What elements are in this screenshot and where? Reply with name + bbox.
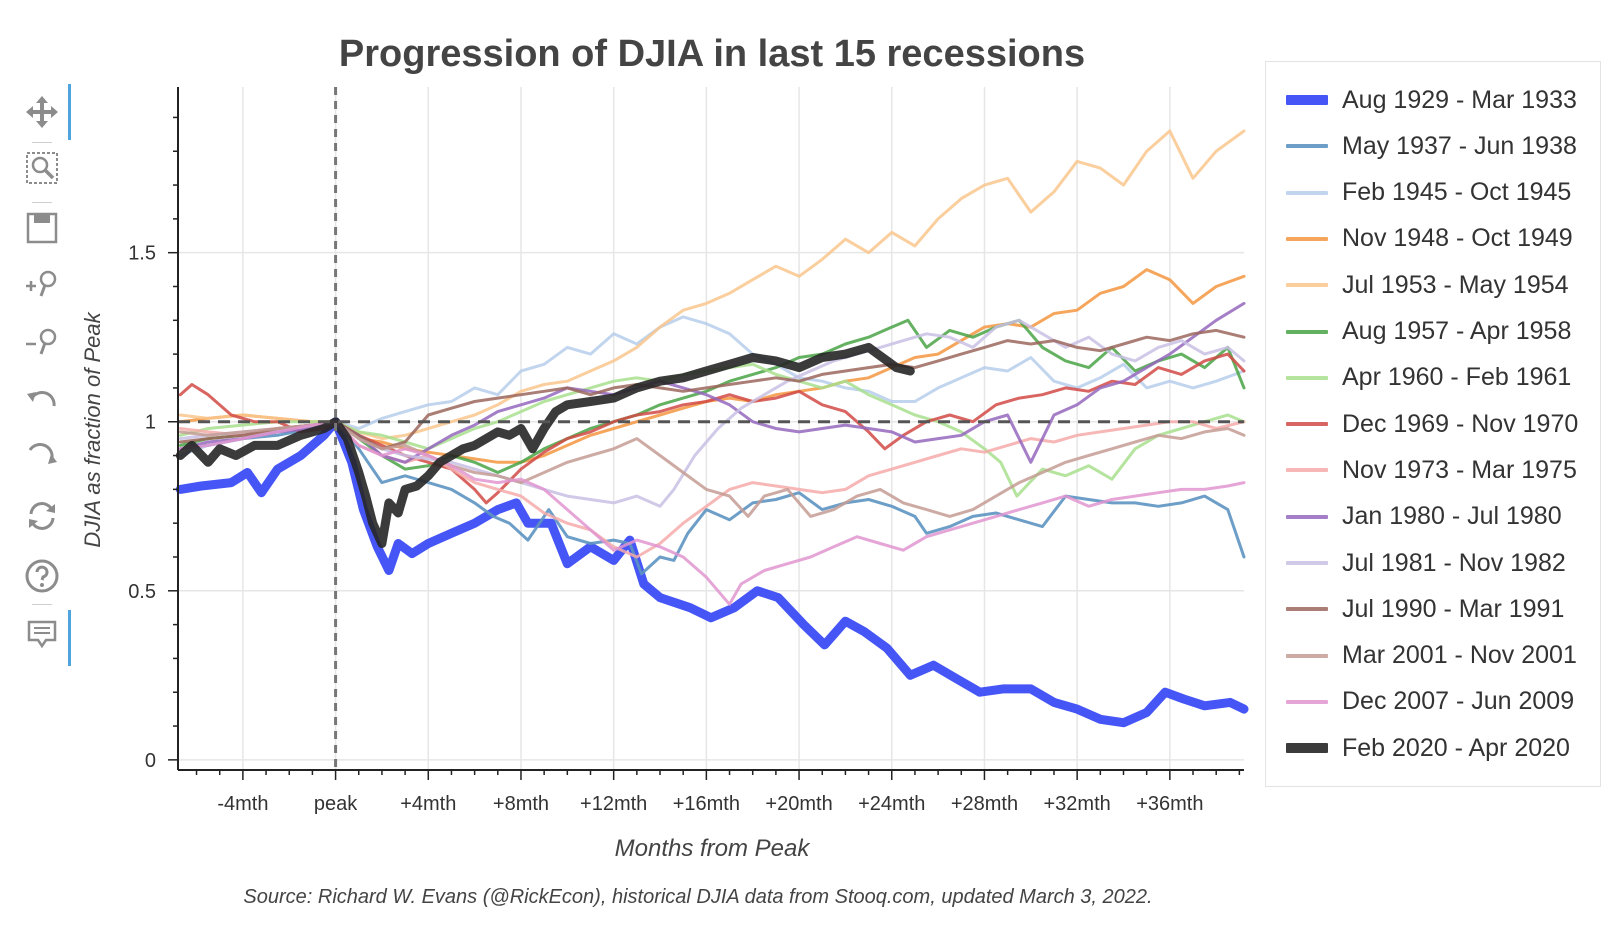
zoom-out-icon[interactable] — [20, 320, 64, 364]
legend-item-0[interactable]: Aug 1929 - Mar 1933 — [1286, 80, 1577, 120]
x-axis-label: Months from Peak — [615, 835, 812, 862]
pan-active-indicator — [68, 84, 71, 140]
toolbar-separator — [32, 142, 52, 143]
source-note: Source: Richard W. Evans (@RickEcon), hi… — [243, 886, 1152, 908]
legend-label: Jul 1990 - Mar 1991 — [1342, 594, 1565, 623]
legend-label: Jan 1980 - Jul 1980 — [1342, 502, 1562, 531]
legend-swatch — [1286, 283, 1328, 288]
legend-swatch — [1286, 468, 1328, 473]
legend-swatch — [1286, 95, 1328, 105]
legend-swatch — [1286, 375, 1328, 380]
reset-icon[interactable] — [20, 494, 64, 538]
legend-item-8[interactable]: Nov 1973 - Mar 1975 — [1286, 450, 1577, 490]
x-tick-label: +16mth — [673, 793, 740, 815]
legend-swatch — [1286, 514, 1328, 519]
legend-label: Aug 1957 - Apr 1958 — [1342, 317, 1572, 345]
y-tick-label: 1.5 — [128, 243, 156, 265]
legend-item-13[interactable]: Dec 2007 - Jun 2009 — [1286, 682, 1574, 722]
legend-label: Apr 1960 - Feb 1961 — [1342, 363, 1572, 392]
legend-label: Nov 1948 - Oct 1949 — [1342, 224, 1573, 253]
series-line-6[interactable] — [178, 362, 1246, 498]
series-line-14[interactable] — [175, 342, 915, 548]
reference-lines — [178, 87, 1244, 770]
legend-item-5[interactable]: Aug 1957 - Apr 1958 — [1286, 312, 1571, 352]
legend-item-10[interactable]: Jul 1981 - Nov 1982 — [1286, 543, 1566, 583]
legend-label: Mar 2001 - Nov 2001 — [1342, 641, 1577, 670]
y-tick-label: 0.5 — [128, 581, 156, 603]
legend-label: Jul 1953 - May 1954 — [1342, 270, 1569, 299]
toolbar — [20, 84, 72, 674]
legend-label: Feb 2020 - Apr 2020 — [1342, 733, 1570, 762]
legend-swatch — [1286, 743, 1328, 754]
x-tick-label: +8mth — [493, 793, 549, 815]
series-layer — [175, 129, 1249, 728]
legend-swatch — [1286, 422, 1328, 427]
legend-label: Nov 1973 - Mar 1975 — [1342, 455, 1577, 484]
x-tick-label: +32mth — [1044, 793, 1111, 815]
series-line-9[interactable] — [178, 301, 1246, 464]
undo-icon[interactable] — [20, 378, 64, 422]
x-tick-label: peak — [314, 793, 358, 815]
legend-swatch — [1286, 561, 1328, 565]
legend-label: Aug 1929 - Mar 1933 — [1342, 85, 1577, 114]
plot-area[interactable]: -4mth peak +4mth +8mth +12mth +16mth +20mth +24… — [128, 87, 1249, 815]
y-tick-label: 0 — [145, 750, 156, 772]
legend-item-4[interactable]: Jul 1953 - May 1954 — [1286, 265, 1569, 305]
legend-item-2[interactable]: Feb 1945 - Oct 1945 — [1286, 173, 1571, 213]
legend-item-14[interactable]: Feb 2020 - Apr 2020 — [1286, 728, 1570, 768]
legend-label: Feb 1945 - Oct 1945 — [1342, 178, 1572, 207]
box-zoom-icon[interactable] — [20, 146, 64, 190]
legend-swatch — [1286, 607, 1328, 612]
legend-swatch — [1286, 236, 1328, 241]
x-tick-label: +20mth — [765, 793, 832, 815]
zoom-in-icon[interactable] — [20, 262, 64, 306]
legend-swatch — [1286, 190, 1328, 195]
redo-icon[interactable] — [20, 434, 64, 478]
legend-item-12[interactable]: Mar 2001 - Nov 2001 — [1286, 636, 1577, 676]
legend-label: Dec 2007 - Jun 2009 — [1342, 687, 1575, 716]
x-tick-label: +12mth — [580, 793, 647, 815]
y-tick-label: 1 — [145, 412, 156, 434]
x-tick-label: +28mth — [951, 793, 1018, 815]
x-tick-label: -4mth — [217, 793, 268, 815]
series-line-2[interactable] — [178, 315, 1246, 457]
y-axis-label: DJIA as fraction of Peak — [80, 311, 105, 547]
series-line-13[interactable] — [178, 420, 1246, 606]
legend-swatch — [1286, 699, 1328, 704]
legend: Aug 1929 - Mar 1933 May 1937 - Jun 1938 Fe… — [1265, 61, 1601, 787]
axes: -4mth peak +4mth +8mth +12mth +16mth +20mth +24… — [128, 87, 1244, 815]
series-line-12[interactable] — [178, 420, 1246, 518]
help-icon[interactable] — [20, 554, 64, 598]
hover-tooltip-icon[interactable] — [20, 612, 64, 656]
hover-active-indicator — [68, 610, 71, 666]
legend-item-9[interactable]: Jan 1980 - Jul 1980 — [1286, 497, 1562, 537]
pan-icon[interactable] — [20, 90, 64, 134]
x-tick-label: +4mth — [400, 793, 456, 815]
legend-item-11[interactable]: Jul 1990 - Mar 1991 — [1286, 589, 1564, 629]
legend-label: Dec 1969 - Nov 1970 — [1342, 409, 1579, 438]
save-icon[interactable] — [20, 206, 64, 250]
legend-item-3[interactable]: Nov 1948 - Oct 1949 — [1286, 219, 1573, 259]
legend-item-7[interactable]: Dec 1969 - Nov 1970 — [1286, 404, 1578, 444]
series-line-5[interactable] — [178, 318, 1246, 474]
legend-swatch — [1286, 144, 1328, 149]
legend-swatch — [1286, 329, 1328, 334]
toolbar-separator — [32, 202, 52, 203]
legend-label: May 1937 - Jun 1938 — [1342, 131, 1577, 160]
legend-swatch — [1286, 653, 1328, 658]
legend-label: Jul 1981 - Nov 1982 — [1342, 548, 1566, 577]
x-tick-label: +24mth — [858, 793, 925, 815]
legend-item-6[interactable]: Apr 1960 - Feb 1961 — [1286, 358, 1571, 398]
legend-item-1[interactable]: May 1937 - Jun 1938 — [1286, 126, 1577, 166]
x-tick-label: +36mth — [1136, 793, 1203, 815]
series-line-3[interactable] — [178, 268, 1246, 464]
toolbar-separator — [32, 604, 52, 605]
chart-title: Progression of DJIA in last 15 recession… — [339, 33, 1085, 75]
